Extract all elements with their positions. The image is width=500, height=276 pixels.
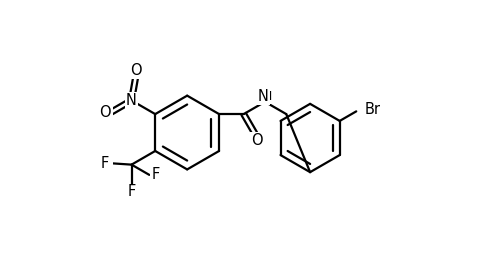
Text: N: N [258, 89, 269, 104]
Text: F: F [151, 167, 160, 182]
Text: O: O [100, 105, 111, 120]
Text: F: F [128, 184, 136, 200]
Text: O: O [130, 63, 141, 78]
Text: O: O [251, 133, 262, 148]
Text: F: F [101, 156, 109, 171]
Text: H: H [263, 90, 272, 104]
Text: Br: Br [365, 102, 381, 118]
Text: N: N [126, 93, 137, 108]
